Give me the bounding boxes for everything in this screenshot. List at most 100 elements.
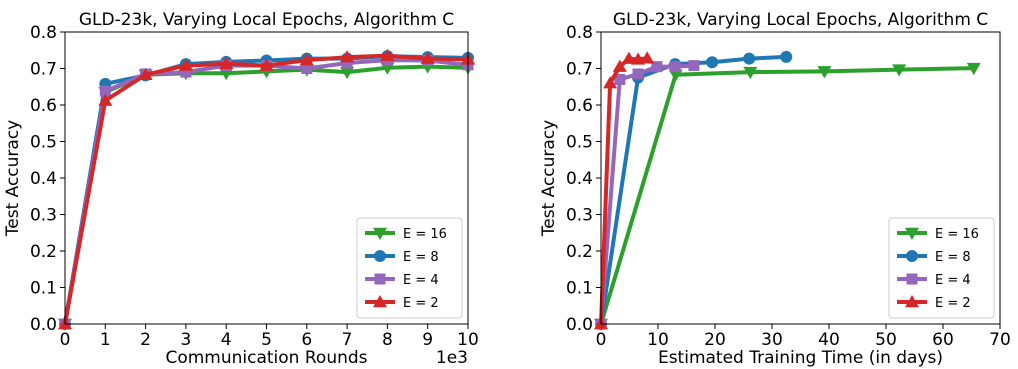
y-tick-label: 0.6: [30, 96, 57, 116]
marker-0-3-6: [299, 53, 314, 66]
y-tick-label: 0.2: [30, 242, 57, 262]
chart-title: GLD-23k, Varying Local Epochs, Algorithm…: [613, 10, 988, 30]
legend-entry-label: E = 8: [935, 250, 971, 265]
x-tick-label: 20: [704, 330, 726, 350]
marker-1-3-3: [621, 51, 636, 64]
marker-1-0-2: [743, 66, 758, 80]
x-tick-label: 60: [932, 330, 954, 350]
marker-0-legend-1: [374, 250, 386, 262]
y-tick-label: 0.5: [30, 133, 57, 153]
x-tick-label: 4: [221, 330, 232, 350]
y-tick-label: 0.5: [566, 133, 593, 153]
marker-1-1-3: [706, 56, 719, 69]
marker-0-0-7: [340, 66, 355, 80]
marker-1-2-1: [614, 73, 626, 85]
marker-1-3-1: [603, 76, 618, 89]
marker-0-3-3: [178, 58, 193, 71]
marker-1-3-5: [640, 51, 655, 64]
chart-title: GLD-23k, Varying Local Epochs, Algorithm…: [79, 10, 454, 30]
y-tick-label: 0.3: [30, 206, 57, 226]
marker-0-3-7: [340, 50, 355, 63]
legend-entry-label: E = 2: [403, 296, 439, 311]
x-tick-label: 9: [422, 330, 433, 350]
x-tick-label: 6: [301, 330, 312, 350]
legend-box: [356, 217, 463, 319]
x-tick-label: 5: [261, 330, 272, 350]
legend-entry-label: E = 4: [935, 273, 971, 288]
x-tick-label: 0: [596, 330, 607, 350]
plot-area: [58, 48, 475, 331]
x-tick-label: 0: [60, 330, 71, 350]
marker-0-2-1: [99, 85, 111, 97]
series-line-2: [599, 63, 695, 325]
marker-0-2-7: [341, 57, 353, 69]
x-tick-label: 30: [761, 330, 783, 350]
x-tick-label: 40: [818, 330, 840, 350]
marker-0-3-5: [259, 58, 274, 71]
series-line-0: [599, 66, 974, 325]
y-tick-label: 0.8: [566, 23, 593, 43]
marker-1-2-3: [651, 61, 663, 73]
marker-0-2-3: [180, 66, 192, 78]
y-tick-label: 0.7: [566, 60, 593, 80]
marker-1-0-3: [817, 66, 832, 79]
x-tick-label: 70: [989, 330, 1011, 350]
marker-0-legend-3: [373, 295, 387, 308]
marker-1-legend-1: [906, 250, 918, 262]
marker-0-3-9: [420, 51, 435, 64]
marker-1-2-5: [688, 60, 700, 72]
x-tick-label: 7: [342, 330, 353, 350]
marker-0-3-2: [138, 67, 153, 80]
legend-entry-label: E = 16: [935, 227, 979, 242]
x-tick-label: 3: [180, 330, 191, 350]
x-axis-label: Communication Rounds: [165, 348, 367, 368]
marker-0-legend-2: [374, 273, 386, 285]
marker-1-1-4: [743, 52, 756, 65]
y-tick-label: 0.3: [566, 206, 593, 226]
legend-entry-label: E = 8: [403, 250, 439, 265]
x-tick-label: 10: [457, 330, 479, 350]
marker-1-legend-2: [906, 273, 918, 285]
x-tick-label: 50: [875, 330, 897, 350]
series-line-1: [599, 54, 787, 325]
legend: E = 16 E = 8 E = 4 E = 2: [888, 217, 995, 319]
y-tick-label: 0.1: [566, 279, 593, 299]
y-tick-label: 0.4: [30, 169, 57, 189]
y-tick-label: 0.4: [566, 169, 593, 189]
legend-box: [888, 217, 995, 319]
marker-1-1-5: [780, 50, 793, 63]
marker-0-3-4: [219, 56, 234, 70]
y-tick-label: 0.0: [566, 315, 593, 335]
y-tick-label: 0.0: [30, 315, 57, 335]
y-axis-label: Test Accuracy: [3, 120, 23, 238]
legend: E = 16 E = 8 E = 4 E = 2: [356, 217, 463, 319]
y-tick-label: 0.2: [566, 242, 593, 262]
y-tick-label: 0.8: [30, 23, 57, 43]
x-tick-label: 1: [100, 330, 111, 350]
marker-1-0-4: [892, 64, 907, 77]
marker-1-0-5: [966, 62, 981, 76]
legend-entry-label: E = 4: [403, 273, 439, 288]
y-tick-label: 0.6: [566, 96, 593, 116]
chart-panel-0: GLD-23k, Varying Local Epochs, Algorithm…: [3, 10, 479, 368]
y-tick-label: 0.1: [30, 279, 57, 299]
y-tick-label: 0.7: [30, 60, 57, 80]
marker-0-2-6: [301, 63, 313, 74]
marker-0-3-1: [98, 93, 113, 106]
marker-1-0-1: [668, 69, 683, 82]
chart-panel-1: GLD-23k, Varying Local Epochs, Algorithm…: [539, 10, 1011, 368]
marker-1-2-2: [632, 68, 644, 80]
marker-0-3-8: [380, 48, 395, 61]
x-tick-label: 8: [382, 330, 393, 350]
legend-entry-label: E = 2: [935, 296, 971, 311]
marker-0-legend-0: [373, 227, 387, 240]
plot-frame: [64, 31, 469, 325]
marker-1-3-2: [612, 59, 627, 72]
x-tick-label: 10: [647, 330, 669, 350]
plot-area: [594, 50, 981, 331]
legend-entry-label: E = 16: [403, 227, 447, 242]
x-axis-label: Estimated Training Time (in days): [658, 348, 943, 368]
marker-1-legend-3: [905, 295, 919, 308]
y-axis-label: Test Accuracy: [539, 120, 559, 238]
